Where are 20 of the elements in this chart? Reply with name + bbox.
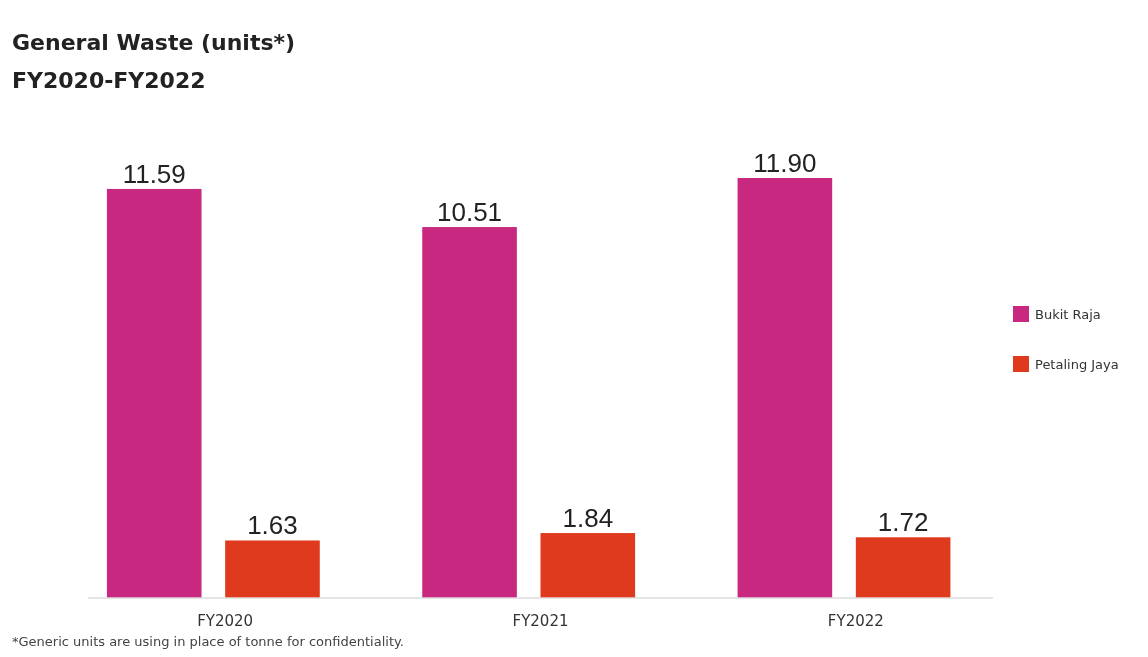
data-label: 10.51 [437, 197, 503, 228]
bar [737, 178, 833, 598]
data-label: 11.59 [122, 158, 186, 189]
data-label: 1.63 [247, 510, 298, 541]
chart-subtitle: FY2020-FY2022 [12, 68, 206, 93]
data-label: 1.72 [877, 507, 929, 538]
bar [422, 227, 517, 598]
x-tick-label: FY2020 [197, 612, 254, 630]
x-tick-label: FY2022 [827, 612, 884, 630]
bar [225, 540, 320, 598]
x-tick-label: FY2021 [512, 612, 569, 630]
data-label: 11.90 [753, 148, 817, 178]
data-label: 1.84 [562, 503, 614, 534]
bar [855, 537, 951, 598]
text: *Generic units are using in place of tonne for confidentiality. [12, 634, 404, 649]
chart-title: General Waste (units*) [12, 30, 296, 55]
bar [540, 533, 636, 598]
legend-label: Bukit Raja [1035, 307, 1101, 322]
legend-label: Petaling Jaya [1035, 357, 1119, 372]
bar [106, 188, 202, 598]
